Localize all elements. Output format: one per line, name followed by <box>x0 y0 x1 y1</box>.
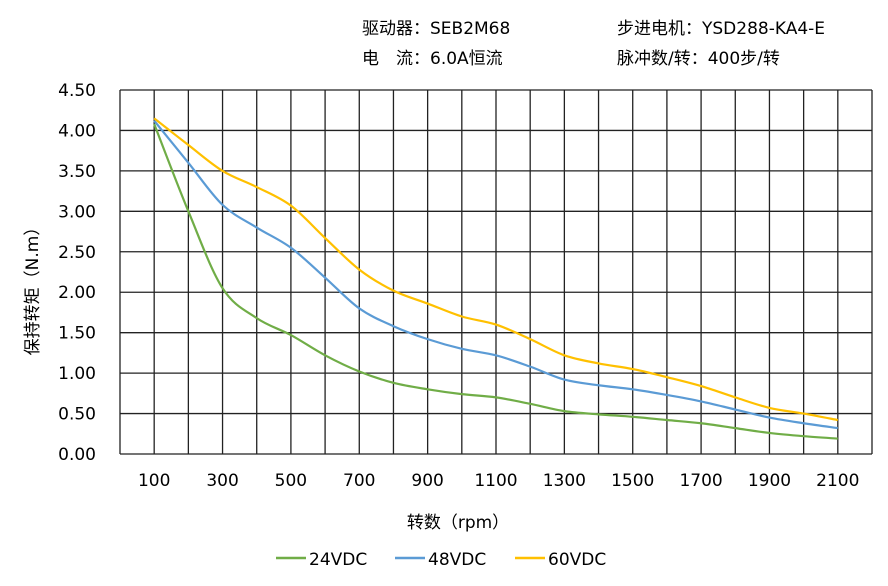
x-tick-label: 1900 <box>748 471 791 491</box>
y-tick-label: 0.00 <box>58 445 96 465</box>
y-tick-label: 3.50 <box>58 162 96 182</box>
x-axis-label: 转数（rpm） <box>407 513 509 533</box>
x-tick-label: 1500 <box>611 471 654 491</box>
y-tick-label: 2.00 <box>58 283 96 303</box>
y-tick-label: 1.50 <box>58 324 96 344</box>
series-line-60VDC <box>153 117 839 422</box>
series-line-24VDC <box>153 123 838 440</box>
x-tick-label: 100 <box>138 471 170 491</box>
x-tick-label: 300 <box>206 471 238 491</box>
x-tick-label: 1100 <box>474 471 517 491</box>
series-line-48VDC <box>153 120 838 430</box>
y-tick-label: 2.50 <box>58 243 96 263</box>
x-tick-label: 700 <box>343 471 375 491</box>
current-label: 电 流：6.0A恒流 <box>362 49 503 69</box>
x-tick-label: 2100 <box>816 471 859 491</box>
y-axis-label: 保持转矩（N.m） <box>23 219 43 356</box>
motor-label: 步进电机：YSD288-KA4-E <box>617 19 826 39</box>
x-tick-label: 900 <box>411 471 443 491</box>
y-tick-label: 1.00 <box>58 364 96 384</box>
legend-label: 48VDC <box>428 550 486 570</box>
y-tick-label: 0.50 <box>58 405 96 425</box>
x-tick-label: 500 <box>275 471 307 491</box>
x-tick-label: 1300 <box>543 471 586 491</box>
driver-label: 驱动器：SEB2M68 <box>362 19 511 39</box>
y-tick-label: 4.00 <box>58 121 96 141</box>
y-tick-label: 4.50 <box>58 81 96 101</box>
legend-label: 60VDC <box>548 550 606 570</box>
pulses-label: 脉冲数/转：400步/转 <box>617 49 780 69</box>
x-tick-label: 1700 <box>679 471 722 491</box>
y-tick-label: 3.00 <box>58 202 96 222</box>
legend-label: 24VDC <box>309 550 367 570</box>
